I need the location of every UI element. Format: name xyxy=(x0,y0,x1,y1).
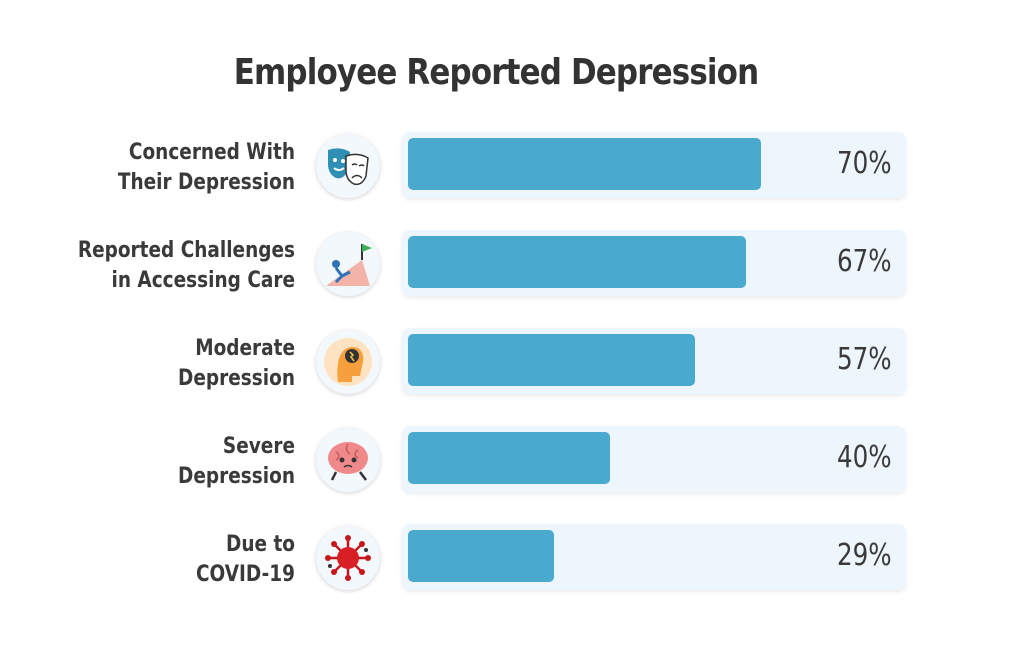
bar-value-label: 70% xyxy=(837,146,892,181)
bar-track: 29% xyxy=(402,524,906,590)
bar-row: Moderate Depression 57% xyxy=(0,328,1024,396)
bar-fill xyxy=(408,236,746,288)
bar-fill xyxy=(408,530,554,582)
chart-title: Employee Reported Depression xyxy=(233,52,759,93)
bar-value-label: 57% xyxy=(837,342,892,377)
bar-value-label: 29% xyxy=(837,538,892,573)
category-label-line: Their Depression xyxy=(117,170,295,195)
category-label: Severe Depression xyxy=(77,432,295,492)
category-label: Moderate Depression xyxy=(77,334,295,394)
virus-icon xyxy=(316,526,380,590)
category-label: Due to COVID-19 xyxy=(77,530,295,590)
category-label-line: Reported Challenges xyxy=(77,238,295,263)
bar-row: Severe Depression 40% xyxy=(0,426,1024,494)
category-label-line: in Accessing Care xyxy=(111,268,295,293)
head-thought-icon xyxy=(316,330,380,394)
category-label-line: COVID-19 xyxy=(195,562,295,587)
bar-row: Due to COVID-19 29% xyxy=(0,524,1024,592)
theater-masks-icon xyxy=(316,134,380,198)
bar-track: 70% xyxy=(402,132,906,198)
climber-flag-icon xyxy=(316,232,380,296)
bar-track: 57% xyxy=(402,328,906,394)
category-label-line: Due to xyxy=(226,532,295,557)
bar-fill xyxy=(408,432,610,484)
bar-track: 67% xyxy=(402,230,906,296)
bar-track: 40% xyxy=(402,426,906,492)
bar-value-label: 40% xyxy=(837,440,892,475)
category-label-line: Depression xyxy=(178,366,295,391)
bar-row: Reported Challenges in Accessing Care 67… xyxy=(0,230,1024,298)
bar-row: Concerned With Their Depression 70% xyxy=(0,132,1024,200)
category-label-line: Depression xyxy=(178,464,295,489)
category-label-line: Concerned With xyxy=(128,140,295,165)
bar-fill xyxy=(408,138,761,190)
bar-fill xyxy=(408,334,695,386)
category-label: Concerned With Their Depression xyxy=(77,138,295,198)
category-label: Reported Challenges in Accessing Care xyxy=(77,236,295,296)
category-label-line: Severe xyxy=(222,434,295,459)
bar-value-label: 67% xyxy=(837,244,892,279)
tired-brain-icon xyxy=(316,428,380,492)
category-label-line: Moderate xyxy=(195,336,295,361)
